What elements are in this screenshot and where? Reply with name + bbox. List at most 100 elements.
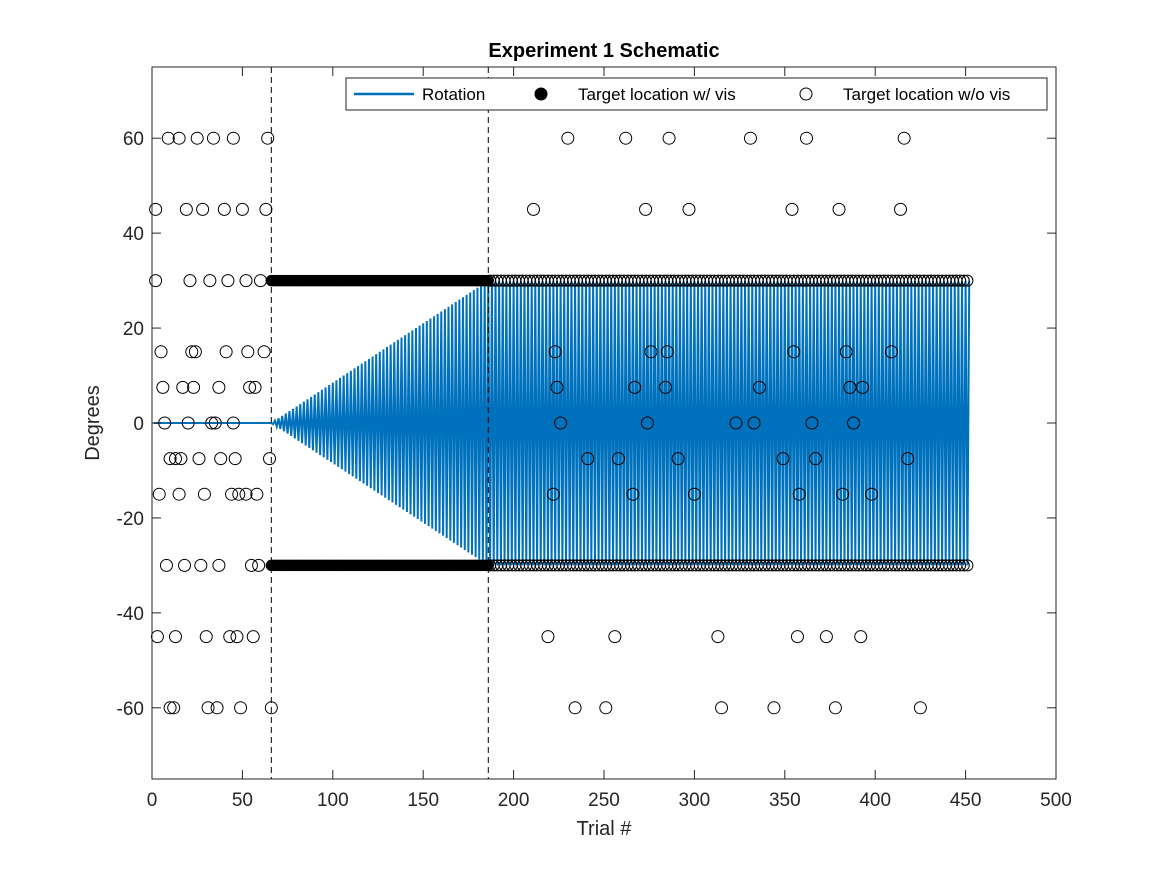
plot-layer <box>149 67 1056 779</box>
legend-open-label: Target location w/o vis <box>843 85 1010 104</box>
target-open-point <box>235 202 249 216</box>
target-open-point <box>839 345 853 359</box>
target-open-point <box>715 701 729 715</box>
target-open-point <box>232 487 246 501</box>
target-open-point <box>241 345 255 359</box>
x-tick-label: 250 <box>588 790 620 811</box>
x-axis-label: Trial # <box>577 818 633 840</box>
target-open-point <box>246 630 260 644</box>
target-open-point <box>167 701 181 715</box>
target-open-point <box>212 558 226 572</box>
target-open-point <box>161 131 175 145</box>
x-tick-label: 200 <box>498 790 530 811</box>
target-open-point <box>259 202 273 216</box>
target-open-point <box>640 416 654 430</box>
target-open-point <box>843 380 857 394</box>
target-open-point <box>711 630 725 644</box>
axes-layer: 0 50 100 150 200 250 300 350 400 450 500 -60 -40 -20 0… <box>117 66 1072 811</box>
target-open-point <box>561 131 575 145</box>
target-open-point <box>212 380 226 394</box>
target-open-point <box>809 452 823 466</box>
target-open-point <box>662 131 676 145</box>
target-open-point <box>847 416 860 430</box>
target-open-point <box>682 202 696 216</box>
target-open-point <box>244 558 258 572</box>
target-open-point <box>639 202 653 216</box>
y-tick-label: -60 <box>117 699 144 720</box>
target-open-point <box>169 630 182 644</box>
target-open-point <box>854 630 868 644</box>
target-open-point <box>199 630 213 644</box>
target-open-point <box>550 380 564 394</box>
x-tick-label: 400 <box>859 790 891 811</box>
target-open-point <box>787 345 801 359</box>
target-open-point <box>743 131 757 145</box>
target-open-point <box>897 131 911 145</box>
target-open-point <box>832 202 846 216</box>
target-open-point <box>961 274 974 287</box>
target-open-point <box>671 452 685 466</box>
target-open-point <box>776 452 790 466</box>
target-open-point <box>961 559 974 572</box>
target-open-point <box>243 380 257 394</box>
y-tick-label: -40 <box>117 604 144 625</box>
target-open-point <box>828 701 842 715</box>
target-open-point <box>149 202 163 216</box>
target-open-point <box>203 274 217 288</box>
target-open-point <box>957 559 970 572</box>
legend-rotation-label: Rotation <box>422 85 485 104</box>
target-open-point <box>149 274 163 288</box>
target-open-point <box>208 416 222 430</box>
legend-filled-marker <box>534 87 548 101</box>
target-open-point <box>163 701 177 715</box>
y-tick-label: 20 <box>123 319 144 340</box>
target-open-point <box>179 202 193 216</box>
target-open-point <box>954 559 967 572</box>
target-open-point <box>156 380 170 394</box>
target-open-point <box>150 630 164 644</box>
target-open-point <box>169 452 182 466</box>
target-open-point <box>913 701 927 715</box>
x-tick-label: 500 <box>1040 790 1072 811</box>
target-open-point <box>257 345 271 359</box>
target-open-point <box>188 345 202 359</box>
target-open-point <box>190 131 204 145</box>
x-tick-label: 450 <box>950 790 982 811</box>
target-open-point <box>223 630 237 644</box>
target-open-point <box>800 131 813 145</box>
x-tick-label: 0 <box>147 790 158 811</box>
y-axis-label: Degrees <box>82 385 104 461</box>
target-open-point <box>152 487 166 501</box>
target-open-point <box>792 487 806 501</box>
target-open-point <box>581 452 595 466</box>
target-open-point <box>805 416 819 430</box>
legend-open-marker <box>799 87 813 101</box>
target-open-point <box>261 131 275 145</box>
target-open-point <box>163 452 177 466</box>
rotation-series-line <box>153 280 971 566</box>
y-tick-label: 0 <box>133 414 144 435</box>
target-open-point <box>628 380 642 394</box>
target-open-point <box>548 345 562 359</box>
target-open-point <box>954 274 967 287</box>
target-open-point <box>187 380 201 394</box>
x-tick-label: 100 <box>317 790 349 811</box>
target-open-point <box>183 274 197 288</box>
target-open-point <box>226 131 240 145</box>
legend-filled-label: Target location w/ vis <box>578 85 736 104</box>
target-open-point <box>239 487 253 501</box>
target-open-point <box>785 202 799 216</box>
target-open-point <box>206 131 220 145</box>
x-tick-label: 150 <box>407 790 439 811</box>
x-tick-label: 50 <box>232 790 253 811</box>
target-open-point <box>619 131 633 145</box>
target-open-point <box>252 558 266 572</box>
target-open-point <box>228 452 242 466</box>
target-open-point <box>687 487 701 501</box>
chart-title: Experiment 1 Schematic <box>488 40 719 62</box>
target-open-point <box>747 416 761 430</box>
target-open-point <box>225 487 239 501</box>
target-open-point <box>185 345 199 359</box>
target-open-point <box>250 487 264 501</box>
target-open-point <box>546 487 560 501</box>
